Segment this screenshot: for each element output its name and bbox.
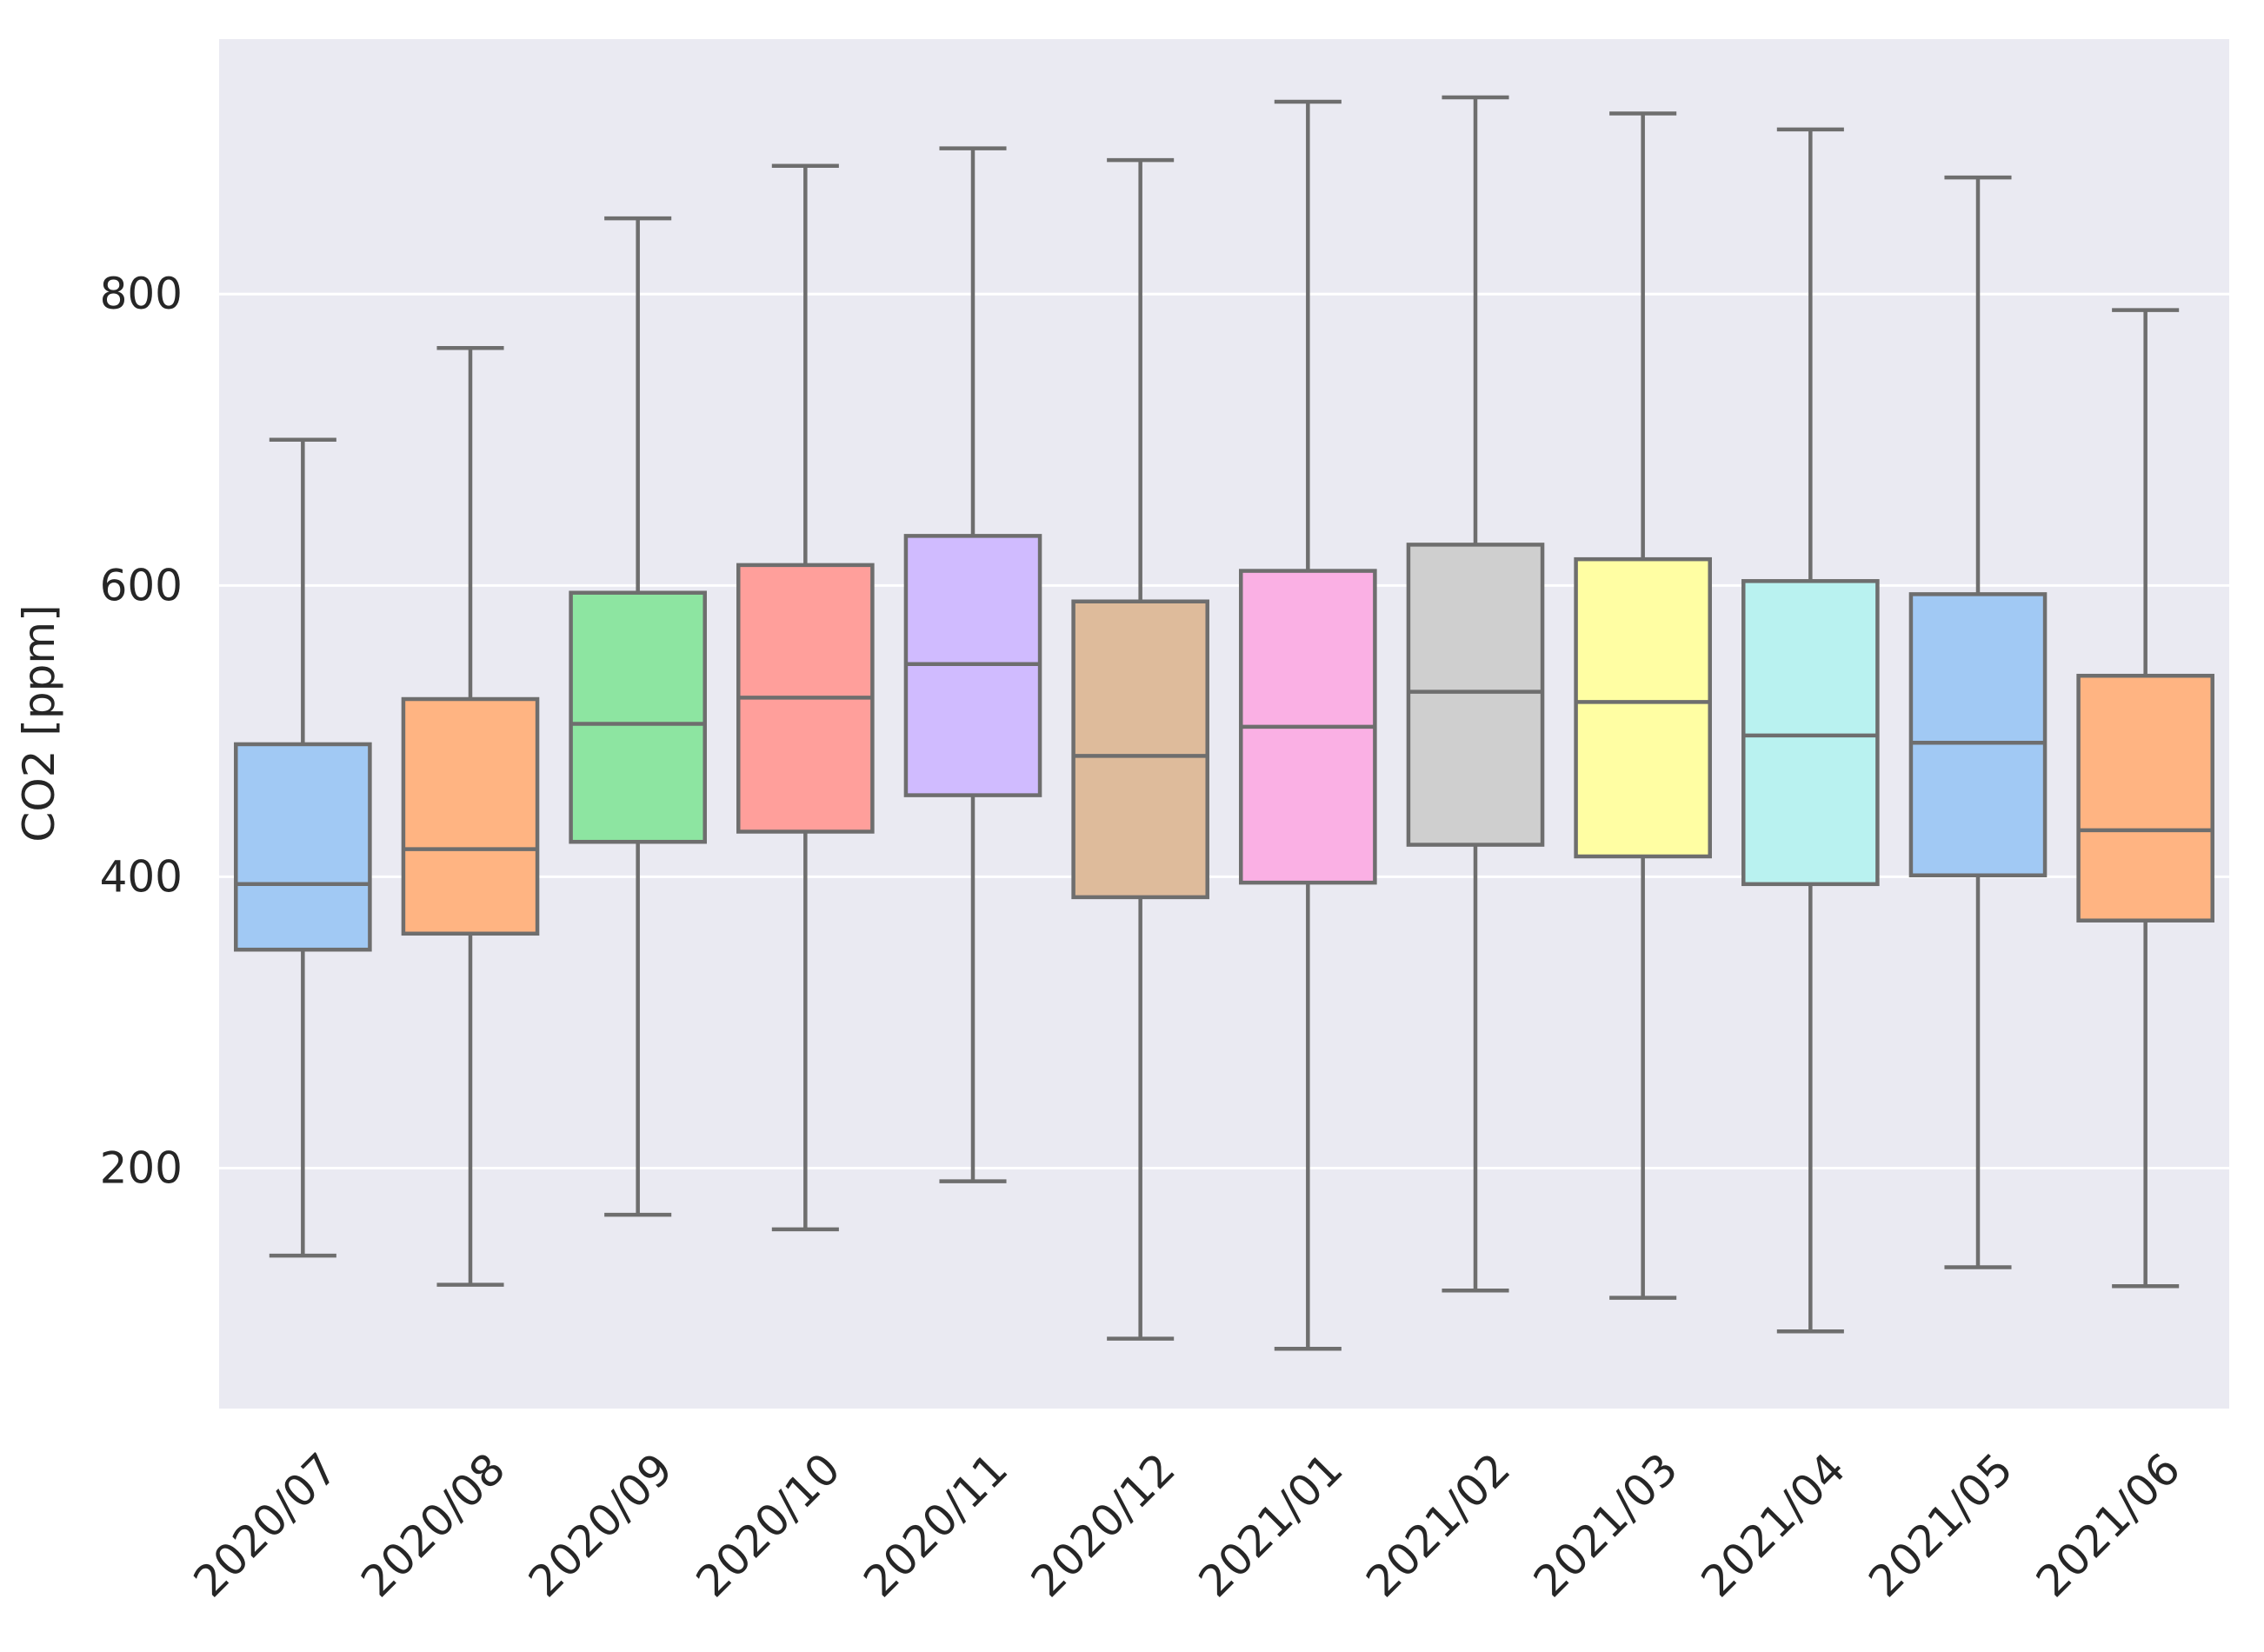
box-2020/10: [736, 163, 875, 1232]
iqr-box: [2076, 673, 2214, 923]
x-tick-label: 2021/04: [1692, 1443, 1855, 1607]
y-axis: 200 400 600 800: [100, 269, 183, 1193]
x-tick-label: 2021/05: [1859, 1443, 2022, 1607]
box-2021/01: [1239, 99, 1377, 1351]
box-2020/09: [569, 216, 707, 1217]
box-2021/03: [1574, 111, 1712, 1300]
box-2020/12: [1071, 157, 1209, 1341]
grid-lines: [219, 292, 2229, 1170]
iqr-box: [1071, 599, 1209, 900]
x-axis: 2020/07 2020/08 2020/09 2020/10 2020/11 2020/…: [184, 1443, 2190, 1607]
y-tick-label: 600: [100, 560, 183, 610]
iqr-box: [569, 590, 707, 844]
y-axis-label: CO2 [ppm]: [14, 604, 64, 842]
y-tick-label: 400: [100, 851, 183, 902]
box-2021/05: [1908, 175, 2048, 1269]
x-tick-label: 2020/10: [687, 1443, 850, 1607]
iqr-box: [1406, 543, 1545, 847]
x-tick-label: 2021/06: [2027, 1443, 2190, 1607]
iqr-box: [234, 742, 372, 952]
box-series: [234, 95, 2214, 1351]
iqr-box: [1574, 556, 1712, 859]
box-2021/06: [2076, 308, 2214, 1289]
iqr-box: [1741, 579, 1880, 887]
x-tick-label: 2020/09: [519, 1443, 683, 1607]
iqr-box: [401, 696, 540, 936]
box-2020/11: [903, 146, 1042, 1183]
box-2021/04: [1741, 127, 1880, 1334]
box-2020/08: [401, 345, 540, 1287]
x-tick-label: 2021/03: [1524, 1443, 1688, 1607]
y-tick-label: 800: [100, 269, 183, 319]
box-2021/02: [1406, 95, 1545, 1293]
x-tick-label: 2020/08: [351, 1443, 515, 1607]
x-tick-label: 2020/11: [854, 1443, 1017, 1607]
x-tick-label: 2020/07: [184, 1443, 348, 1607]
plot-area: [219, 39, 2229, 1409]
box-2020/07: [234, 437, 372, 1258]
y-tick-label: 200: [100, 1143, 183, 1194]
x-tick-label: 2021/01: [1189, 1443, 1353, 1607]
x-tick-label: 2021/02: [1356, 1443, 1520, 1607]
iqr-box: [1908, 592, 2048, 878]
x-tick-label: 2020/12: [1022, 1443, 1185, 1607]
